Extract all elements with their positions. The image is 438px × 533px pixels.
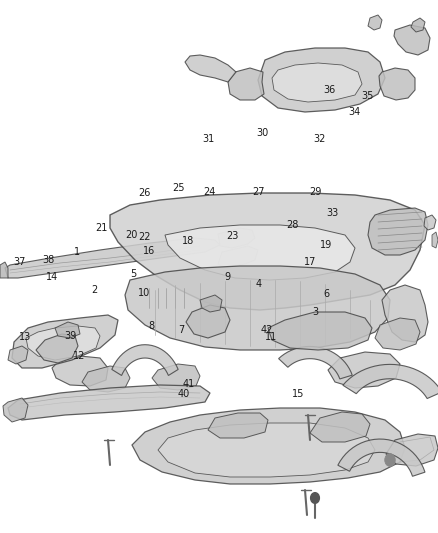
Polygon shape	[310, 412, 370, 442]
Text: 11: 11	[265, 332, 278, 342]
Polygon shape	[200, 295, 222, 312]
Text: 41: 41	[182, 379, 194, 389]
Polygon shape	[110, 193, 425, 310]
Text: 34: 34	[349, 107, 361, 117]
Text: 16: 16	[143, 246, 155, 255]
Text: 40: 40	[178, 390, 190, 399]
Polygon shape	[208, 413, 268, 438]
Text: 13: 13	[19, 332, 32, 342]
Polygon shape	[132, 408, 405, 484]
Text: 31: 31	[202, 134, 214, 143]
Polygon shape	[368, 208, 428, 255]
Text: 39: 39	[64, 331, 76, 341]
Text: 9: 9	[225, 272, 231, 282]
Text: 7: 7	[179, 326, 185, 335]
Text: 22: 22	[138, 232, 151, 242]
Text: 26: 26	[138, 188, 151, 198]
Polygon shape	[432, 232, 438, 248]
Polygon shape	[112, 345, 178, 375]
Text: 2: 2	[91, 286, 97, 295]
Polygon shape	[375, 318, 420, 350]
Polygon shape	[55, 322, 80, 338]
Polygon shape	[268, 312, 372, 350]
Text: 30: 30	[257, 128, 269, 138]
Text: 27: 27	[252, 187, 265, 197]
Text: 21: 21	[95, 223, 108, 233]
Text: 3: 3	[312, 307, 318, 317]
Text: 5: 5	[131, 270, 137, 279]
Polygon shape	[382, 285, 428, 342]
Polygon shape	[218, 228, 255, 248]
Text: 24: 24	[203, 187, 215, 197]
Polygon shape	[82, 366, 130, 392]
Text: 35: 35	[362, 91, 374, 101]
Text: 36: 36	[323, 85, 336, 94]
Polygon shape	[36, 334, 78, 363]
Text: 8: 8	[148, 321, 154, 331]
Text: 14: 14	[46, 272, 58, 282]
Polygon shape	[26, 326, 100, 360]
Text: 6: 6	[323, 289, 329, 299]
Polygon shape	[0, 262, 8, 278]
Polygon shape	[8, 346, 28, 364]
Polygon shape	[186, 305, 230, 338]
Polygon shape	[165, 225, 355, 280]
Polygon shape	[424, 215, 436, 230]
Text: 18: 18	[182, 236, 194, 246]
Polygon shape	[379, 68, 415, 100]
Polygon shape	[343, 365, 438, 399]
Polygon shape	[411, 18, 425, 32]
Polygon shape	[185, 55, 236, 82]
Text: 42: 42	[260, 326, 272, 335]
Text: 19: 19	[320, 240, 332, 250]
Text: 23: 23	[226, 231, 238, 240]
Polygon shape	[218, 246, 258, 268]
Polygon shape	[8, 385, 210, 420]
Text: 12: 12	[73, 351, 85, 361]
Text: 1: 1	[74, 247, 80, 256]
Polygon shape	[328, 352, 400, 388]
Polygon shape	[386, 434, 438, 466]
Polygon shape	[279, 346, 352, 379]
Text: 32: 32	[314, 134, 326, 143]
Text: 10: 10	[138, 288, 151, 298]
Text: 37: 37	[14, 257, 26, 267]
Polygon shape	[228, 68, 264, 100]
Polygon shape	[338, 439, 425, 477]
Text: 28: 28	[286, 220, 299, 230]
Polygon shape	[5, 238, 220, 278]
Text: 20: 20	[125, 230, 138, 239]
Circle shape	[311, 492, 319, 503]
Polygon shape	[158, 423, 375, 477]
Circle shape	[385, 454, 395, 466]
Polygon shape	[3, 398, 28, 422]
Polygon shape	[394, 25, 430, 55]
Polygon shape	[272, 63, 362, 102]
Text: 25: 25	[173, 183, 185, 192]
Text: 29: 29	[309, 187, 321, 197]
Text: 33: 33	[327, 208, 339, 218]
Text: 15: 15	[292, 390, 304, 399]
Text: 4: 4	[255, 279, 261, 288]
Text: 38: 38	[42, 255, 54, 265]
Polygon shape	[125, 266, 390, 350]
Polygon shape	[368, 15, 382, 30]
Polygon shape	[152, 364, 200, 390]
Polygon shape	[12, 315, 118, 368]
Polygon shape	[258, 48, 385, 112]
Text: 17: 17	[304, 257, 316, 267]
Polygon shape	[52, 356, 108, 386]
